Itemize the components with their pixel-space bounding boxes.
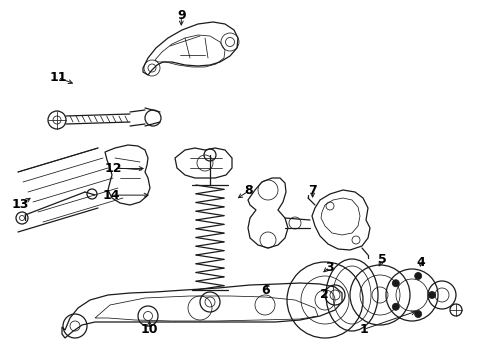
Text: 1: 1	[359, 323, 368, 336]
Circle shape	[392, 303, 399, 310]
Text: 6: 6	[261, 284, 270, 297]
Text: 3: 3	[325, 261, 334, 274]
Text: 13: 13	[12, 198, 29, 211]
Text: 2: 2	[320, 288, 329, 301]
Text: 14: 14	[103, 189, 121, 202]
Text: 11: 11	[49, 71, 67, 84]
Text: 9: 9	[177, 9, 186, 22]
Circle shape	[415, 311, 422, 318]
Text: 7: 7	[308, 184, 317, 197]
Text: 10: 10	[141, 323, 158, 336]
Text: 8: 8	[245, 184, 253, 197]
Text: 5: 5	[378, 253, 387, 266]
Circle shape	[428, 292, 436, 298]
Text: 12: 12	[105, 162, 122, 175]
Circle shape	[392, 280, 399, 287]
Circle shape	[415, 273, 422, 279]
Text: 4: 4	[416, 256, 425, 269]
